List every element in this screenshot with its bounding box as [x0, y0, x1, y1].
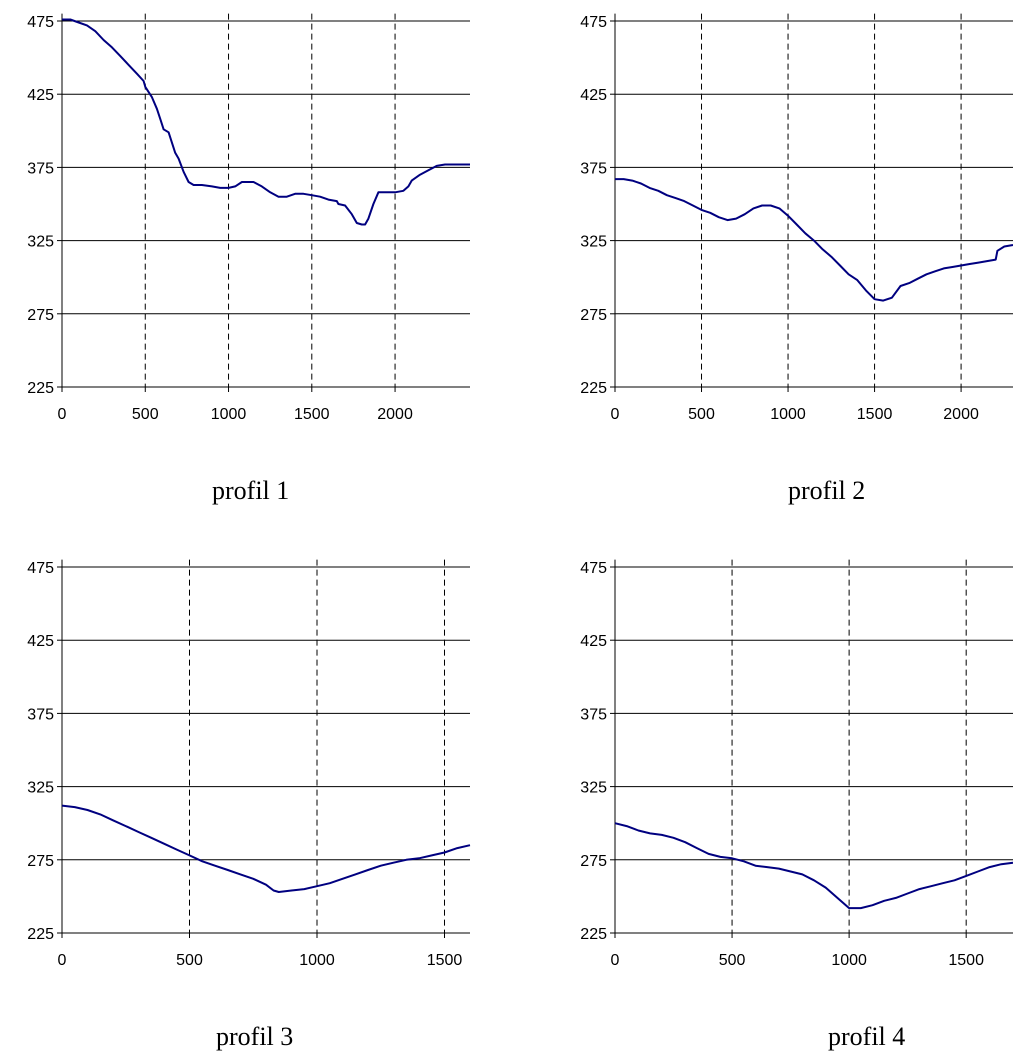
chart-profil-3: 225 275 325 375 425 475 0 500 1000 1500 [0, 546, 480, 986]
x-tick-label: 1500 [294, 406, 330, 423]
y-tick-label: 325 [580, 234, 607, 251]
x-tick-label: 0 [611, 406, 620, 423]
x-tick-label: 500 [688, 406, 715, 423]
x-tick-label: 1000 [831, 952, 867, 969]
chart-caption: profil 4 [828, 1022, 906, 1051]
y-tick-label: 225 [580, 926, 607, 943]
chart-profil-1: 225 275 325 375 425 475 0 500 1000 1500 2000 [0, 0, 480, 440]
y-tick-label: 425 [27, 633, 54, 650]
y-tick-label: 225 [27, 926, 54, 943]
y-tick-label: 475 [580, 14, 607, 31]
chart-caption: profil 1 [212, 476, 290, 505]
x-tick-label: 1500 [857, 406, 893, 423]
x-tick-label: 0 [611, 952, 620, 969]
x-tick-label: 2000 [377, 406, 413, 423]
chart-svg: 225 275 325 375 425 475 0 500 1000 1500 [580, 559, 1013, 969]
series-line [615, 178, 1013, 302]
chart-profil-2: 225 275 325 375 425 475 0 500 1000 1500 2000 [553, 0, 1013, 440]
y-tick-label: 225 [580, 380, 607, 397]
y-tick-label: 375 [580, 160, 607, 177]
x-tick-label: 2000 [943, 406, 979, 423]
y-tick-label: 475 [27, 560, 54, 577]
y-tick-label: 425 [27, 87, 54, 104]
chart-caption: profil 2 [788, 476, 866, 505]
chart-svg: 225 275 325 375 425 475 0 500 1000 1500 2000 [27, 13, 470, 423]
y-tick-label: 425 [580, 633, 607, 650]
y-tick-label: 275 [580, 853, 607, 870]
y-tick-label: 375 [27, 706, 54, 723]
chart-profil-4: 225 275 325 375 425 475 0 500 1000 1500 [553, 546, 1013, 986]
series-line [62, 18, 470, 226]
y-tick-label: 375 [27, 160, 54, 177]
y-tick-label: 475 [580, 560, 607, 577]
chart-svg: 225 275 325 375 425 475 0 500 1000 1500 2000 [580, 13, 1013, 423]
y-tick-label: 475 [27, 14, 54, 31]
series-line [61, 804, 471, 893]
y-tick-label: 375 [580, 706, 607, 723]
y-tick-label: 425 [580, 87, 607, 104]
y-tick-label: 325 [580, 780, 607, 797]
x-tick-label: 1000 [299, 952, 335, 969]
y-tick-label: 275 [27, 853, 54, 870]
x-tick-label: 500 [132, 406, 159, 423]
x-tick-label: 1000 [211, 406, 247, 423]
y-tick-label: 325 [27, 780, 54, 797]
y-tick-label: 275 [27, 307, 54, 324]
x-tick-label: 1500 [948, 952, 984, 969]
chart-svg: 225 275 325 375 425 475 0 500 1000 1500 [27, 559, 471, 969]
x-tick-label: 1500 [427, 952, 463, 969]
y-tick-label: 325 [27, 234, 54, 251]
series-line [614, 822, 1013, 910]
chart-caption: profil 3 [216, 1022, 294, 1051]
x-tick-label: 1000 [770, 406, 806, 423]
y-tick-label: 275 [580, 307, 607, 324]
x-tick-label: 500 [176, 952, 203, 969]
x-tick-label: 500 [719, 952, 746, 969]
x-tick-label: 0 [58, 406, 67, 423]
x-tick-label: 0 [58, 952, 67, 969]
y-tick-label: 225 [27, 380, 54, 397]
